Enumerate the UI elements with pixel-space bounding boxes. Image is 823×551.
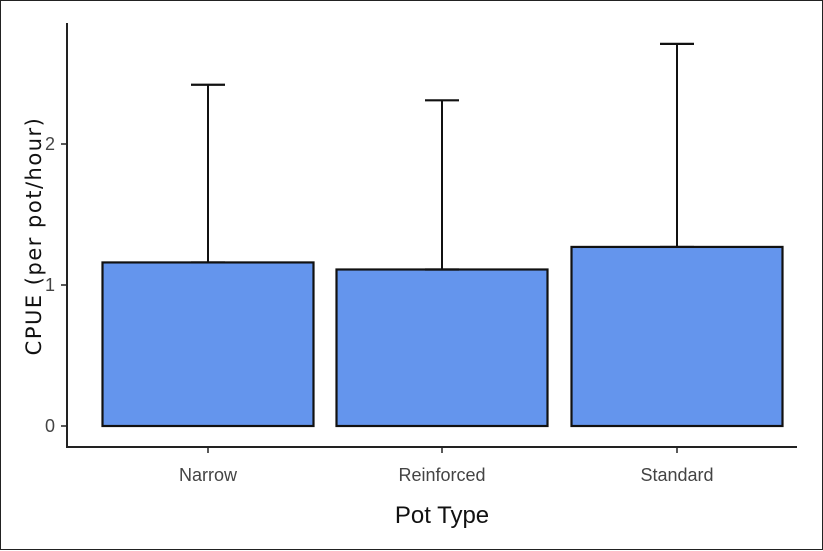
ticks-layer: Narrow Reinforced Standard 0 1 2 (45, 134, 714, 485)
y-tick-label: 2 (45, 134, 55, 154)
y-axis-label: CPUE (per pot/hour) (22, 117, 46, 356)
y-tick-label: 1 (45, 275, 55, 295)
x-tick-label: Standard (640, 465, 713, 485)
axes-layer (66, 23, 797, 448)
bars-layer (101, 245, 784, 428)
bar-narrow (101, 261, 315, 428)
x-tick-label: Narrow (179, 465, 238, 485)
error-bars-layer (191, 42, 694, 271)
y-tick-label: 0 (45, 416, 55, 436)
x-axis-label: Pot Type (395, 502, 489, 529)
bar-standard (570, 245, 784, 428)
bar-reinforced (335, 268, 549, 428)
x-tick-label: Reinforced (398, 465, 485, 485)
